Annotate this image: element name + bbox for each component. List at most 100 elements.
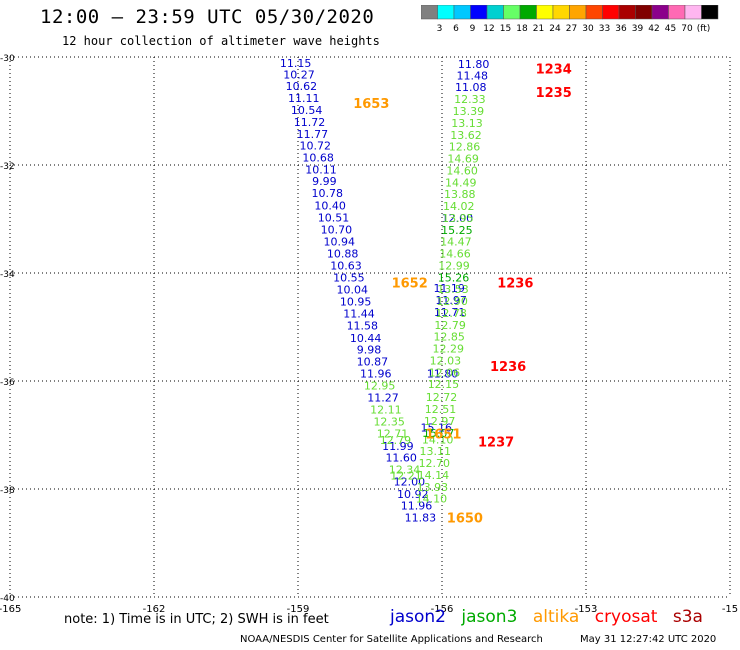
wave-height-label: 13.39 [453,105,485,118]
wave-height-label: 10.55 [333,271,365,284]
wave-height-label: 14.69 [447,153,479,166]
wave-height-label: 15.25 [441,224,473,237]
wave-height-label: 11.48 [456,69,488,82]
wave-height-label: 14.10 [422,433,454,446]
legend-s3a: s3a [672,607,703,627]
wave-height-label: 10.04 [336,284,368,297]
wave-height-label: 9.98 [357,344,382,357]
colorbar-label: 21 [533,24,544,34]
wave-height-label: 10.70 [321,223,353,236]
wave-height-label: 14.66 [439,248,471,261]
footer-timestamp: May 31 12:27:42 UTC 2020 [580,634,717,645]
pass-time-label: 1236 [490,360,526,375]
colorbar-label: 15 [500,24,511,34]
colorbar-label: 3 [437,24,443,34]
colorbar-label: 9 [470,24,476,34]
wave-height-label: 11.71 [434,306,466,319]
wave-height-label: 11.96 [360,367,392,380]
wave-height-label: 12.78 [435,307,467,320]
colorbar-label: 12 [483,24,494,34]
wave-height-label: 12.79 [434,319,466,332]
color-scale-bar: 3 6 9 12 15 18 21 24 27 30 33 36 39 42 45 70 (ft) [421,5,719,34]
wave-height-label: 11.08 [455,81,487,94]
wave-height-label: 12.15 [428,378,460,391]
pass-time-label: 1653 [353,97,389,112]
wave-height-label: 15.26 [438,271,470,284]
wave-height-label: 13.11 [420,445,452,458]
wave-height-label: 14.47 [440,236,472,249]
colorbar-label: 36 [615,24,627,34]
footer-credit: NOAA/NESDIS Center for Satellite Applica… [240,634,543,645]
wave-height-label: 12.72 [426,391,458,404]
wave-height-label: 10.92 [397,488,429,501]
wave-height-label: 10.54 [291,104,323,117]
wave-height-label: 10.40 [314,200,346,213]
y-tick-label: -36 [0,378,15,388]
legend-jason2: jason2 [390,607,446,627]
wave-height-label: 13.13 [451,117,483,130]
wave-height-label: 13.62 [450,129,482,142]
colorbar-label: 70 [681,24,693,34]
wave-height-label: 14.02 [443,200,475,213]
wave-height-label: 12.86 [449,141,481,154]
wave-height-label: 15.07 [423,427,455,440]
note-text: note: 1) Time is in UTC; 2) SWH is in fe… [64,612,329,627]
colorbar-label: 27 [566,24,577,34]
wave-height-label: 14.10 [416,493,448,506]
chart-subtitle: 12 hour collection of altimeter wave hei… [62,34,380,48]
wave-height-label: 10.94 [324,236,356,249]
wave-height-label: 11.80 [427,367,459,380]
wave-height-label: 14.49 [445,176,477,189]
colorbar-unit: (ft) [697,24,711,34]
wave-height-label: 10.27 [283,68,315,81]
wave-height-label: 12.95 [364,379,396,392]
wave-height-label: 12.34 [389,464,421,477]
legend-cryosat: cryosat [594,607,658,627]
legend-jason3: jason3 [461,607,518,627]
colorbar-label: 18 [516,24,528,34]
wave-height-label: 12.79 [380,434,412,447]
x-tick-label: -15 [722,604,738,615]
wave-height-label: 11.97 [435,294,467,307]
wave-height-label: 12.85 [433,331,465,344]
wave-height-label: 10.68 [302,151,334,164]
wave-height-label: 12.70 [419,457,451,470]
pass-time-label: 1236 [497,277,533,292]
wave-height-label: 10.78 [312,187,344,200]
y-tick-label: -38 [0,486,15,496]
wave-height-label: 11.15 [280,57,312,70]
y-tick-label: -32 [0,162,15,172]
wave-height-label: 14.60 [446,164,478,177]
wave-height-label: 12.11 [370,404,402,417]
y-tick-label: -30 [0,54,15,64]
wave-height-label: 9.99 [312,175,337,188]
wave-height-label: 12.29 [432,343,464,356]
wave-height-label: 14.14 [418,469,450,482]
wave-height-label: 11.77 [297,128,329,141]
wave-height-label: 11.27 [367,392,399,405]
wave-height-label: 12.33 [454,93,486,106]
pass-time-label: 1650 [447,512,483,527]
wave-height-label: 11.58 [347,319,379,332]
wave-height-label: 10.87 [357,356,389,369]
colorbar-label: 33 [599,24,610,34]
x-tick-label: -162 [143,604,166,615]
wave-height-label: 10.44 [350,332,382,345]
wave-height-label: 11.60 [385,452,417,465]
wave-height-label: 13.93 [417,481,449,494]
pass-time-label: 1651 [425,427,461,442]
wave-height-label: 12.06 [429,366,461,379]
satellite-legend: jason2 jason3 altika cryosat s3a [390,607,713,627]
colorbar-label: 6 [453,24,459,34]
wave-height-label: 12.51 [425,403,457,416]
colorbar-label: 45 [665,24,676,34]
colorbar-label: 42 [648,24,659,34]
wave-height-label: 12.21 [390,470,422,483]
wave-height-label: 11.72 [294,116,326,129]
colorbar-label: 30 [582,24,594,34]
wave-height-label: 10.63 [330,259,362,272]
wave-height-label: 12.90 [436,295,468,308]
wave-height-label: 12.00 [394,475,426,488]
wave-height-label: 10.95 [340,296,372,309]
